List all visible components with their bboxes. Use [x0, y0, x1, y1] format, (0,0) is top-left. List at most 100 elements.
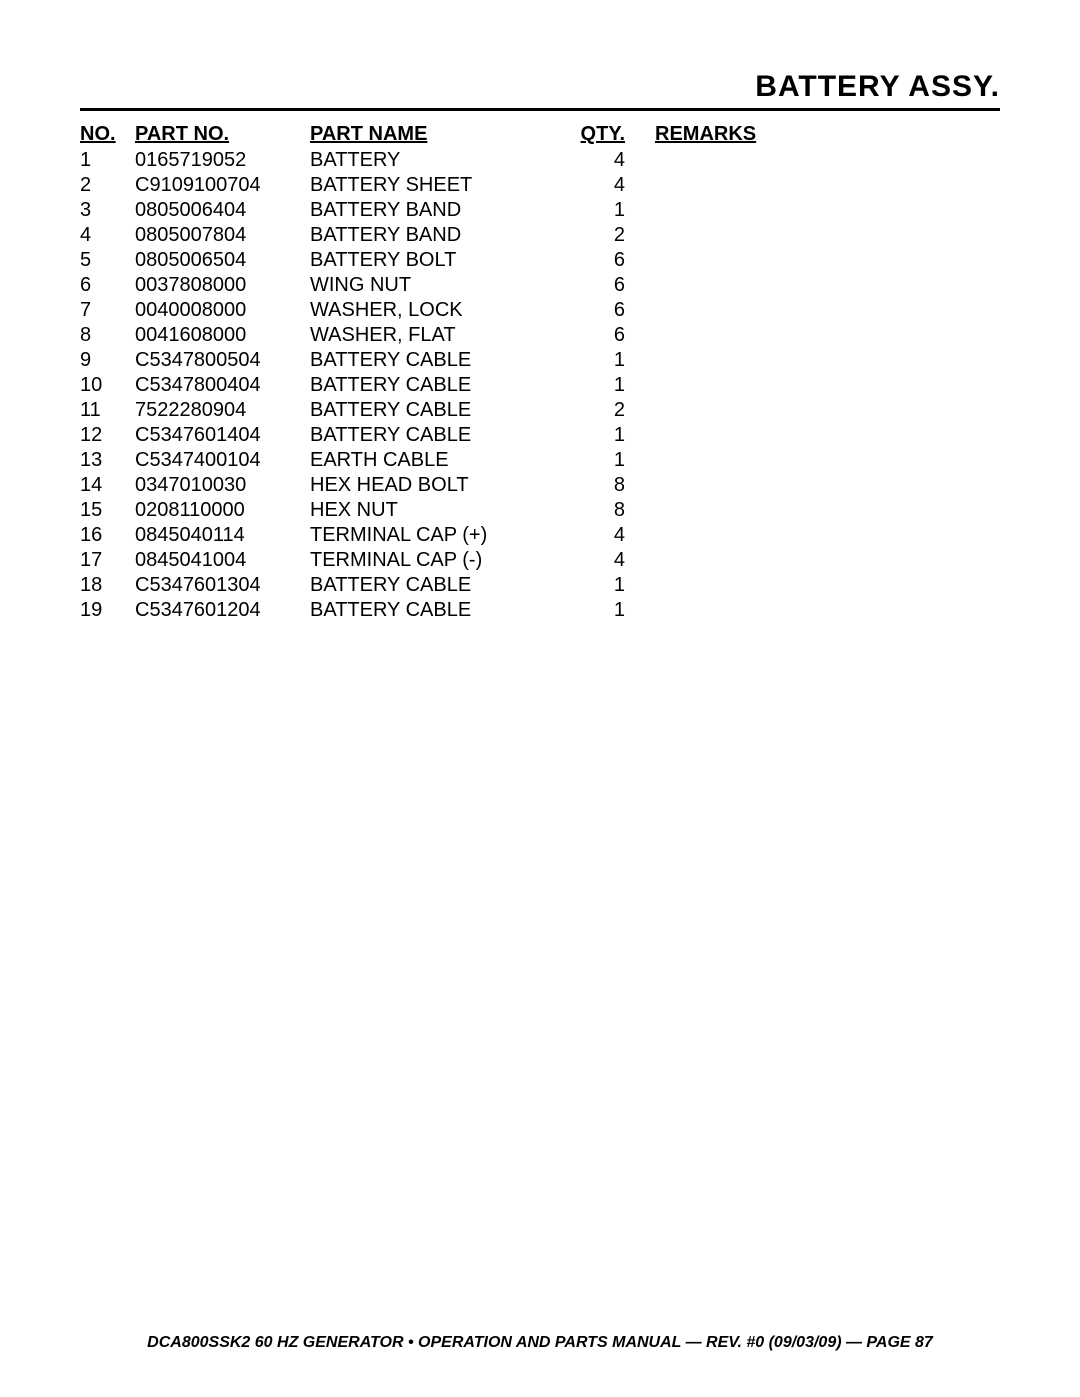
table-row: 16 0845040114 TERMINAL CAP (+) 4 [80, 523, 1000, 548]
cell-remarks [655, 448, 1000, 473]
table-row: 9 C5347800504 BATTERY CABLE 1 [80, 348, 1000, 373]
cell-partname: BATTERY BAND [310, 198, 575, 223]
cell-no: 6 [80, 273, 135, 298]
cell-no: 4 [80, 223, 135, 248]
cell-qty: 6 [575, 323, 655, 348]
cell-remarks [655, 498, 1000, 523]
table-row: 12 C5347601404 BATTERY CABLE 1 [80, 423, 1000, 448]
cell-no: 8 [80, 323, 135, 348]
cell-partno: C9109100704 [135, 173, 310, 198]
cell-partno: 0040008000 [135, 298, 310, 323]
header-remarks: REMARKS [655, 121, 1000, 148]
table-row: 17 0845041004 TERMINAL CAP (-) 4 [80, 548, 1000, 573]
cell-remarks [655, 273, 1000, 298]
table-row: 14 0347010030 HEX HEAD BOLT 8 [80, 473, 1000, 498]
cell-partname: TERMINAL CAP (-) [310, 548, 575, 573]
table-row: 7 0040008000 WASHER, LOCK 6 [80, 298, 1000, 323]
cell-no: 9 [80, 348, 135, 373]
cell-partname: BATTERY CABLE [310, 423, 575, 448]
title-rule [80, 108, 1000, 111]
cell-qty: 4 [575, 523, 655, 548]
cell-qty: 6 [575, 298, 655, 323]
table-row: 11 7522280904 BATTERY CABLE 2 [80, 398, 1000, 423]
cell-remarks [655, 473, 1000, 498]
cell-remarks [655, 348, 1000, 373]
header-partno: PART NO. [135, 121, 310, 148]
cell-partname: EARTH CABLE [310, 448, 575, 473]
cell-remarks [655, 298, 1000, 323]
cell-qty: 6 [575, 248, 655, 273]
cell-remarks [655, 148, 1000, 173]
cell-partname: WASHER, FLAT [310, 323, 575, 348]
cell-partno: 0805006504 [135, 248, 310, 273]
cell-partno: 0347010030 [135, 473, 310, 498]
table-row: 19 C5347601204 BATTERY CABLE 1 [80, 598, 1000, 623]
cell-partno: 0845041004 [135, 548, 310, 573]
cell-qty: 4 [575, 173, 655, 198]
cell-partno: 0165719052 [135, 148, 310, 173]
table-row: 15 0208110000 HEX NUT 8 [80, 498, 1000, 523]
cell-partno: 0041608000 [135, 323, 310, 348]
cell-remarks [655, 198, 1000, 223]
cell-partno: C5347400104 [135, 448, 310, 473]
cell-partno: 0845040114 [135, 523, 310, 548]
cell-no: 3 [80, 198, 135, 223]
cell-qty: 8 [575, 498, 655, 523]
table-row: 18 C5347601304 BATTERY CABLE 1 [80, 573, 1000, 598]
cell-qty: 1 [575, 448, 655, 473]
cell-remarks [655, 548, 1000, 573]
cell-qty: 1 [575, 373, 655, 398]
page-footer: DCA800SSK2 60 HZ GENERATOR • OPERATION A… [0, 1334, 1080, 1352]
table-row: 3 0805006404 BATTERY BAND 1 [80, 198, 1000, 223]
cell-partname: BATTERY [310, 148, 575, 173]
cell-no: 12 [80, 423, 135, 448]
table-row: 1 0165719052 BATTERY 4 [80, 148, 1000, 173]
cell-partno: C5347601404 [135, 423, 310, 448]
cell-qty: 8 [575, 473, 655, 498]
cell-partname: TERMINAL CAP (+) [310, 523, 575, 548]
cell-partname: BATTERY BAND [310, 223, 575, 248]
table-row: 4 0805007804 BATTERY BAND 2 [80, 223, 1000, 248]
cell-qty: 6 [575, 273, 655, 298]
cell-partno: 0805006404 [135, 198, 310, 223]
table-header-row: NO. PART NO. PART NAME QTY. REMARKS [80, 121, 1000, 148]
cell-remarks [655, 223, 1000, 248]
cell-qty: 2 [575, 398, 655, 423]
cell-no: 17 [80, 548, 135, 573]
cell-no: 16 [80, 523, 135, 548]
cell-partno: C5347601204 [135, 598, 310, 623]
cell-partname: HEX NUT [310, 498, 575, 523]
cell-partno: 7522280904 [135, 398, 310, 423]
cell-no: 11 [80, 398, 135, 423]
cell-partname: BATTERY BOLT [310, 248, 575, 273]
cell-partname: WING NUT [310, 273, 575, 298]
cell-remarks [655, 423, 1000, 448]
cell-qty: 1 [575, 598, 655, 623]
cell-no: 2 [80, 173, 135, 198]
table-row: 2 C9109100704 BATTERY SHEET 4 [80, 173, 1000, 198]
cell-qty: 4 [575, 548, 655, 573]
cell-remarks [655, 323, 1000, 348]
cell-partname: BATTERY CABLE [310, 573, 575, 598]
cell-qty: 1 [575, 423, 655, 448]
cell-no: 18 [80, 573, 135, 598]
cell-qty: 1 [575, 573, 655, 598]
header-partname: PART NAME [310, 121, 575, 148]
table-row: 5 0805006504 BATTERY BOLT 6 [80, 248, 1000, 273]
cell-qty: 4 [575, 148, 655, 173]
cell-partno: 0037808000 [135, 273, 310, 298]
cell-remarks [655, 373, 1000, 398]
cell-partno: 0805007804 [135, 223, 310, 248]
cell-no: 14 [80, 473, 135, 498]
table-row: 6 0037808000 WING NUT 6 [80, 273, 1000, 298]
cell-partname: BATTERY CABLE [310, 598, 575, 623]
cell-partname: BATTERY SHEET [310, 173, 575, 198]
cell-remarks [655, 573, 1000, 598]
cell-partno: C5347800504 [135, 348, 310, 373]
cell-remarks [655, 398, 1000, 423]
cell-no: 10 [80, 373, 135, 398]
cell-remarks [655, 523, 1000, 548]
cell-partname: WASHER, LOCK [310, 298, 575, 323]
page-title: BATTERY ASSY. [80, 70, 1000, 104]
cell-no: 19 [80, 598, 135, 623]
